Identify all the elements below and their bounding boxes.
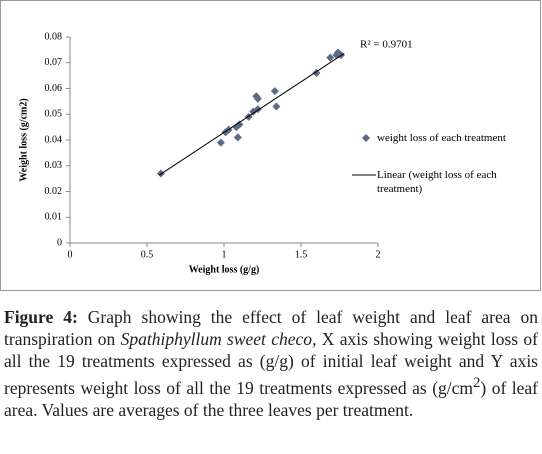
x-tick-label: 0 (68, 249, 73, 260)
caption-text: ) of leaf area. Values are averages of t… (4, 377, 538, 420)
y-tick-label: 0 (57, 237, 62, 248)
point (253, 94, 262, 103)
point (326, 53, 335, 62)
y-tick-label: 0.07 (45, 57, 63, 68)
caption-text: Graph showing the effect of leaf weight … (4, 307, 539, 349)
legend-trend: Linear (weight loss of each treatment) (377, 169, 497, 195)
x-tick-label: 2 (376, 249, 381, 260)
x-axis-label: Weight loss (g/g) (189, 264, 260, 275)
chart-box: R² = 0.9701 Weight loss (g/g) Weight los… (0, 0, 541, 291)
y-tick-label: 0.04 (45, 134, 63, 145)
legend-marker (362, 134, 370, 142)
y-tick-label: 0.08 (45, 31, 63, 42)
y-tick-label: 0.02 (45, 186, 63, 197)
caption-text: , X axis showing weight loss of all the … (4, 329, 538, 398)
point (235, 120, 244, 129)
caption-species: Spathiphyllum sweet checo (120, 329, 313, 349)
point (312, 69, 321, 78)
x-tick-label: 0.5 (141, 249, 154, 260)
trend-line (159, 53, 345, 176)
y-axis-label: Weight loss (g/cm2) (18, 98, 29, 181)
legend-scatter: weight loss of each treatment (377, 132, 506, 144)
y-tick-label: 0.01 (45, 212, 63, 223)
caption-label: Figure 4: (4, 307, 78, 327)
r-squared: R² = 0.9701 (360, 39, 413, 51)
point (233, 133, 242, 142)
point (249, 107, 258, 116)
point (216, 138, 225, 147)
point (270, 87, 279, 96)
caption-sup: 2 (473, 375, 481, 391)
point (272, 102, 281, 111)
y-tick-label: 0.06 (45, 83, 63, 94)
y-tick-label: 0.05 (45, 109, 63, 120)
caption: Figure 4: Graph showing the effect of le… (4, 306, 538, 421)
x-tick-label: 1.5 (295, 249, 308, 260)
chart: R² = 0.9701 Weight loss (g/g) Weight los… (0, 0, 541, 291)
y-tick-label: 0.03 (45, 160, 63, 171)
chart-border (0, 0, 541, 291)
x-tick-label: 1 (222, 249, 227, 260)
